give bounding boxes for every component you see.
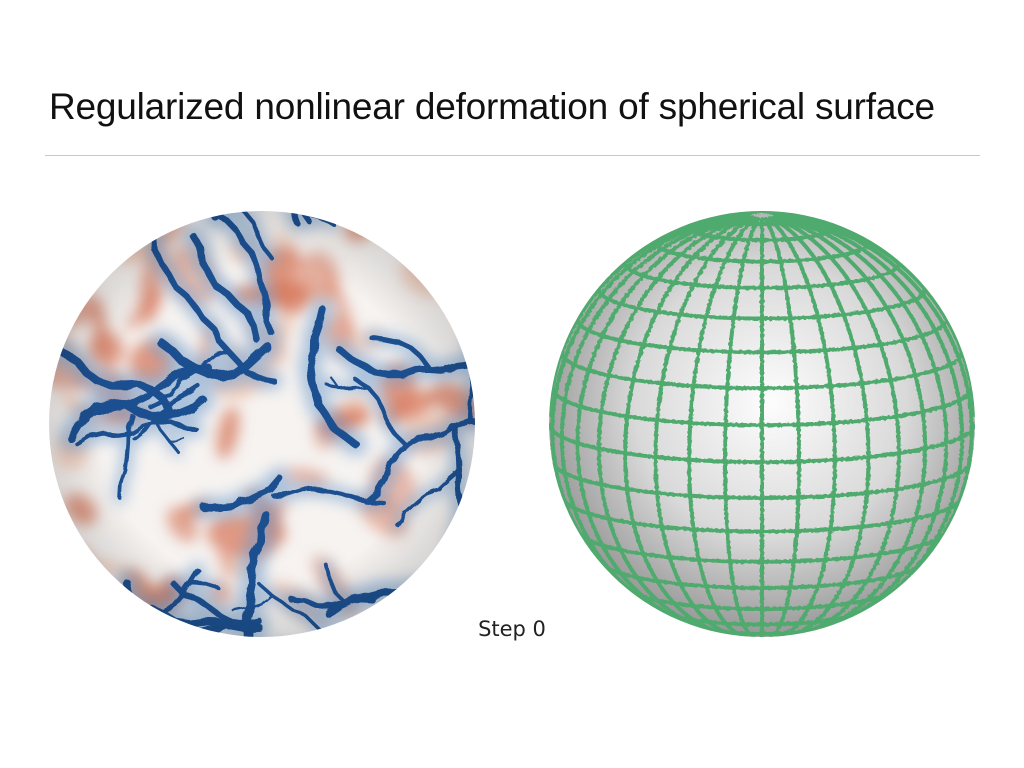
grid-line: [762, 216, 801, 637]
grid-line: [559, 213, 749, 616]
grid-line: [774, 214, 949, 630]
grid-line: [768, 215, 871, 637]
ridge-line: [470, 365, 475, 395]
curvature-sphere: [47, 209, 477, 639]
ridge-glow-line: [52, 604, 79, 620]
ridge-line: [49, 548, 70, 583]
ridge-glow-line: [465, 358, 475, 370]
grid-line: [770, 215, 901, 637]
ridge-line: [470, 348, 475, 353]
page-title: Regularized nonlinear deformation of sph…: [49, 86, 935, 127]
grid-line: [623, 215, 754, 637]
grid-line: [575, 214, 750, 630]
ridge-glow-line: [467, 345, 475, 356]
ridge-line: [57, 609, 75, 616]
warm-patch: [49, 281, 60, 340]
warm-patch: [455, 256, 475, 290]
grid-line: [775, 213, 965, 616]
ridge-glow-line: [467, 362, 475, 398]
warm-patch: [462, 555, 475, 604]
ridge-line: [49, 345, 57, 384]
title-divider: [45, 155, 980, 156]
grid-line: [776, 213, 974, 574]
grid-line: [550, 213, 748, 574]
warm-patch: [410, 235, 469, 279]
grid-line: [549, 213, 748, 417]
grid-line: [772, 214, 928, 634]
grid-line: [596, 214, 752, 634]
step-label: Step 0: [478, 617, 546, 641]
ridge-line: [468, 361, 475, 367]
warm-patch: [112, 211, 153, 236]
grid-line: [687, 215, 759, 637]
warm-patch: [50, 548, 92, 584]
grid-line: [723, 216, 762, 637]
ridge-glow-line: [49, 541, 76, 589]
grid-line: [763, 211, 769, 215]
grid-line: [765, 215, 837, 637]
grid-line: [653, 215, 756, 637]
grid-sphere: [547, 209, 977, 639]
ridge-glow-line: [49, 339, 62, 390]
